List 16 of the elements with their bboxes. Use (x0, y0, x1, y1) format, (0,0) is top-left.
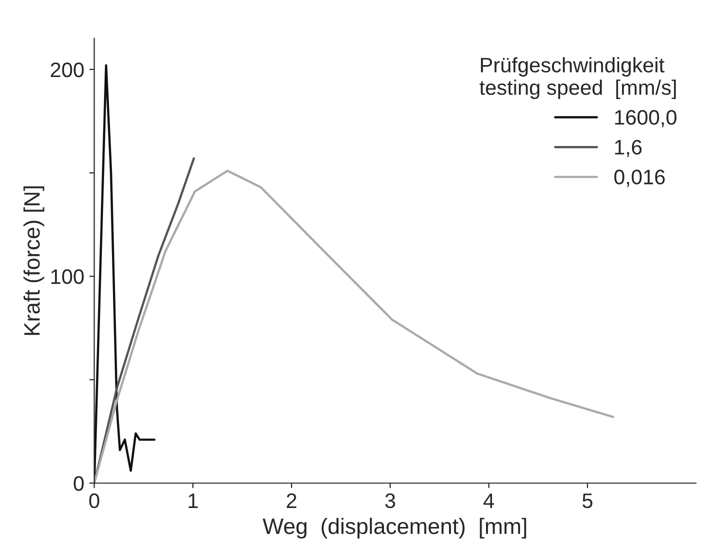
y-tick-label: 100 (51, 269, 84, 284)
x-tick-label: 0 (89, 493, 100, 508)
line-series (94, 170, 614, 484)
legend-label: 0,016 (614, 170, 665, 187)
y-tick-label: 0 (74, 476, 84, 491)
legend-label: 1600,0 (615, 110, 676, 128)
x-tick-label: 1 (188, 494, 198, 508)
x-tick-label: 2 (286, 493, 296, 508)
legend-label: 1,6 (615, 140, 642, 158)
x-axis-title: Weg (displacement) [mm] (262, 518, 526, 539)
y-tick-label: 200 (50, 62, 84, 78)
x-tick-label: 3 (385, 493, 396, 508)
legend-title: Prüfgeschwindigkeit testing speed [mm/s] (480, 57, 676, 100)
x-tick-label: 5 (582, 494, 592, 508)
x-tick-label: 4 (484, 494, 494, 508)
y-axis-title: Kraft (force) [N] (24, 186, 44, 335)
